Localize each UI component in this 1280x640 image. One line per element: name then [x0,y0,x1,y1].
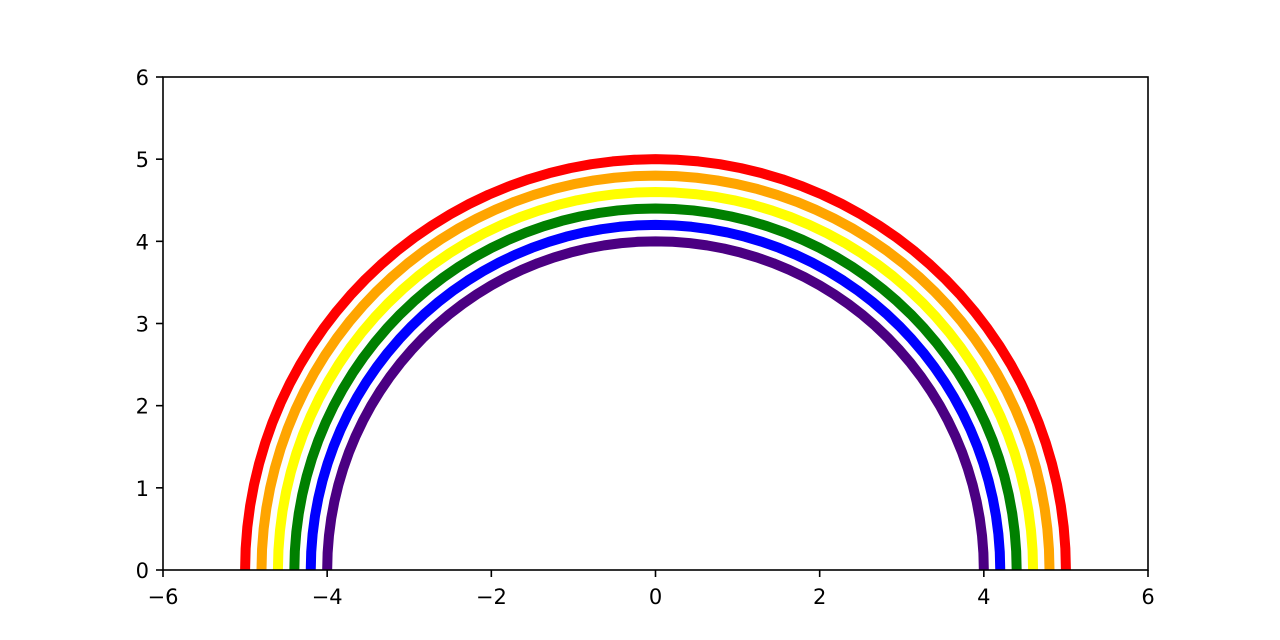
y-tick-label: 0 [136,559,149,583]
y-axis: 0 1 2 3 4 5 6 [136,66,163,583]
y-tick-label: 3 [136,313,149,337]
y-tick-label: 5 [136,148,149,172]
plot-area [163,77,1148,570]
x-axis: −6 −4 −2 0 2 4 6 [148,570,1155,609]
rainbow-arc-5 [305,219,1006,571]
y-tick-label: 2 [136,395,149,419]
x-tick-label: 0 [649,585,662,609]
x-tick-label: −4 [312,585,343,609]
rainbow-arc-2 [256,170,1055,571]
x-tick-label: −6 [148,585,179,609]
x-tick-label: 4 [977,585,990,609]
y-tick-label: 1 [136,477,149,501]
rainbow-arc-3 [272,187,1039,571]
x-tick-label: 6 [1141,585,1154,609]
rainbow-arc-6 [322,236,989,571]
rainbow-arc-4 [289,203,1022,571]
y-tick-label: 4 [136,230,149,254]
x-tick-label: 2 [813,585,826,609]
y-tick-label: 6 [136,66,149,90]
series-layer [240,154,1071,571]
x-tick-label: −2 [476,585,507,609]
rainbow-arc-1 [240,154,1071,571]
